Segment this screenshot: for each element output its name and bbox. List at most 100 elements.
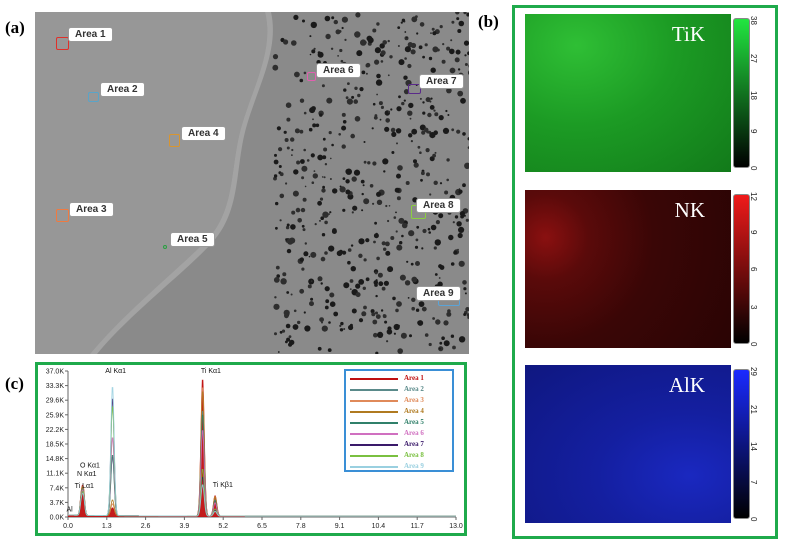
particle (340, 321, 344, 326)
particle (312, 118, 314, 121)
particle (429, 156, 435, 162)
colorbar-tick: 12 (749, 192, 758, 201)
particle (379, 118, 382, 121)
particle (351, 176, 357, 182)
particle (407, 297, 410, 299)
particle (381, 286, 386, 291)
particle (354, 86, 358, 91)
colorbar-tick: 14 (749, 442, 758, 451)
particle (319, 197, 324, 201)
particle (295, 207, 301, 213)
particle (462, 183, 466, 188)
particle (384, 320, 388, 324)
particle (358, 318, 364, 323)
particle (423, 127, 429, 133)
particle (462, 280, 467, 285)
particle (417, 145, 421, 149)
particle (284, 138, 289, 142)
particle (320, 256, 326, 262)
legend-entry: Area 2 (350, 385, 450, 395)
particle (396, 142, 398, 145)
particle (382, 158, 389, 165)
particle (291, 210, 296, 215)
particle (390, 236, 395, 240)
particle (376, 256, 380, 261)
particle (396, 173, 401, 179)
particle (376, 191, 382, 197)
particle (400, 21, 403, 24)
particle (301, 176, 305, 180)
particle (339, 186, 346, 193)
particle (291, 40, 297, 46)
particle (280, 278, 287, 285)
particle (345, 189, 351, 195)
colorbar-tick: 29 (749, 367, 758, 376)
particle (275, 201, 279, 206)
legend-entry: Area 9 (350, 462, 450, 472)
particle (422, 111, 426, 115)
particle (411, 306, 416, 311)
particle (395, 308, 399, 313)
y-tick-label: 29.6K (46, 398, 65, 405)
particle (463, 40, 469, 46)
particle (292, 324, 299, 330)
particle (376, 73, 381, 79)
particle (322, 185, 325, 189)
particle (303, 71, 307, 75)
particle (372, 319, 378, 325)
colorbar-tick: 0 (749, 342, 758, 347)
particle (350, 133, 356, 139)
particle (410, 262, 414, 266)
particle (309, 301, 314, 307)
particle (467, 70, 469, 75)
particle (421, 130, 426, 135)
particle (362, 184, 365, 187)
legend-entry: Area 3 (350, 396, 450, 406)
legend-swatch (350, 433, 398, 435)
particle (290, 224, 296, 230)
particle (274, 332, 277, 336)
particle (432, 46, 439, 53)
particle (432, 31, 437, 36)
particle (323, 147, 328, 152)
particle (358, 238, 365, 245)
particle (329, 178, 332, 180)
particle (313, 47, 316, 50)
particle (458, 336, 466, 343)
elemental-maps-panel: TiK 38 27 18 9 0 NK 12 9 6 3 0 AlK 29 21 14 7 0 (512, 5, 778, 539)
colorbar-tick: 21 (749, 404, 758, 414)
particle (363, 198, 370, 205)
particle (418, 301, 425, 307)
particle (321, 325, 328, 332)
particle (388, 205, 391, 207)
particle (301, 224, 305, 228)
particle (285, 225, 290, 230)
particle (330, 47, 334, 50)
particle (279, 219, 282, 222)
particle (349, 288, 352, 290)
particle (304, 242, 307, 245)
particle (463, 287, 467, 291)
particle (432, 317, 435, 320)
particle (371, 127, 374, 130)
particle (414, 245, 419, 249)
colorbar-tick: 27 (749, 53, 758, 63)
area-marker-1 (56, 37, 69, 50)
particle (321, 84, 325, 88)
particle (381, 241, 386, 246)
particle (438, 213, 444, 219)
particle (311, 49, 316, 54)
legend-entry: Area 7 (350, 440, 450, 450)
x-tick-label: 2.6 (141, 523, 151, 530)
particle (444, 190, 449, 195)
particle (320, 216, 325, 220)
particle (361, 209, 364, 212)
particle (300, 159, 305, 164)
peak-label: Al Kα1 (105, 368, 126, 375)
particle (276, 126, 281, 131)
particle (464, 63, 468, 66)
particle (446, 342, 449, 345)
legend-swatch (350, 444, 398, 446)
particle (347, 260, 351, 265)
particle (307, 284, 312, 289)
